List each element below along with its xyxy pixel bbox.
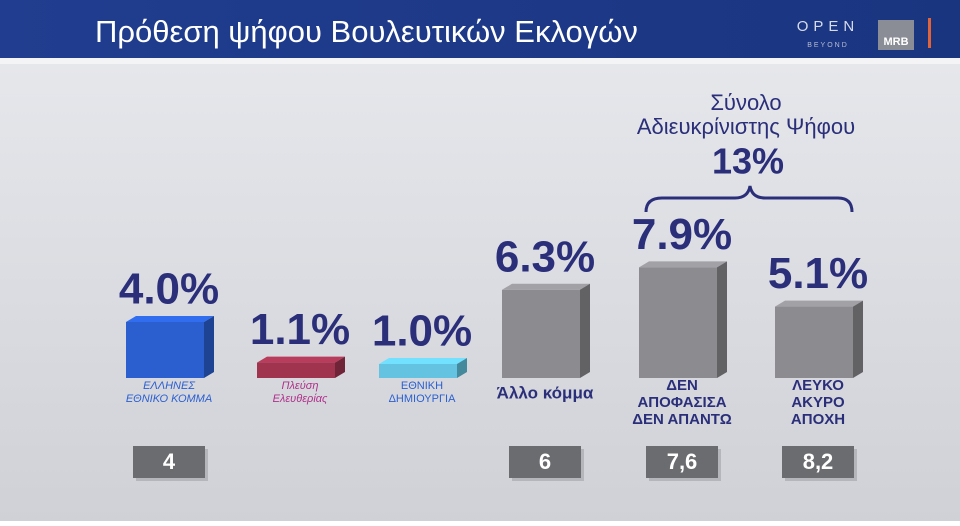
brace xyxy=(644,185,854,213)
annotation-value: 13% xyxy=(712,141,784,182)
previous-box xyxy=(509,446,581,478)
value-label: 1.1% xyxy=(250,305,350,354)
bar xyxy=(639,267,717,378)
previous-label: 6 xyxy=(539,449,551,474)
previous-label: 4 xyxy=(163,449,176,474)
annotation-text: Αδιευκρίνιστης Ψήφου xyxy=(637,114,855,139)
logo-sub: BEYOND xyxy=(807,42,849,49)
category-label: ΕΘΝΙΚΗ xyxy=(401,380,443,392)
pollster-box xyxy=(878,20,914,50)
category-label: ΑΠΟΦΑΣΙΣΑ xyxy=(637,394,726,411)
bar xyxy=(502,289,580,378)
annotation-text: Σύνολο xyxy=(710,90,781,115)
previous-box xyxy=(646,446,718,478)
bar xyxy=(775,306,853,378)
bar-top xyxy=(379,358,467,364)
bar-side xyxy=(580,283,590,378)
value-label: 5.1% xyxy=(768,249,868,298)
header-stripe xyxy=(0,58,960,64)
value-label: 1.0% xyxy=(372,307,472,356)
category-label: ΕΛΛΗΝΕΣ xyxy=(143,380,195,392)
bar-side xyxy=(457,358,467,378)
category-label: Πλεύση xyxy=(281,380,318,392)
previous-label: 8,2 xyxy=(803,449,834,474)
bar-top xyxy=(257,356,345,363)
bar-side xyxy=(204,316,214,378)
bar xyxy=(257,362,335,378)
value-label: 6.3% xyxy=(495,232,595,281)
bar-top xyxy=(775,300,863,307)
previous-box xyxy=(782,446,854,478)
header-bar xyxy=(0,0,960,58)
bar xyxy=(379,364,457,378)
category-label: ΑΠΟΧΗ xyxy=(791,411,845,428)
category-label: Ελευθερίας xyxy=(273,393,328,405)
header-title: Πρόθεση ψήφου Βουλευτικών Εκλογών xyxy=(95,14,638,49)
bar-side xyxy=(717,261,727,378)
bar-top xyxy=(126,316,214,322)
logo: OPEN xyxy=(797,18,860,35)
bar-side xyxy=(335,356,345,378)
value-label: 4.0% xyxy=(119,265,219,314)
pollster: MRB xyxy=(883,36,908,48)
bar-top xyxy=(639,261,727,268)
category-label: Άλλο κόμμα xyxy=(497,383,594,402)
bar xyxy=(126,322,204,378)
previous-box xyxy=(133,446,205,478)
category-label: ΔΗΜΙΟΥΡΓΙΑ xyxy=(389,393,457,405)
category-label: ΔΕΝ xyxy=(666,377,698,394)
accent xyxy=(928,18,931,48)
category-label: ΔΕΝ ΑΠΑΝΤΩ xyxy=(632,411,731,428)
category-label: ΑΚΥΡΟ xyxy=(791,394,845,411)
previous-label: 7,6 xyxy=(667,449,698,474)
value-label: 7.9% xyxy=(632,210,732,259)
category-label: ΕΘΝΙΚΟ ΚΟΜΜΑ xyxy=(126,393,212,405)
bar-side xyxy=(853,300,863,378)
category-label: ΛΕΥΚΟ xyxy=(792,377,844,394)
bar-top xyxy=(502,283,590,290)
